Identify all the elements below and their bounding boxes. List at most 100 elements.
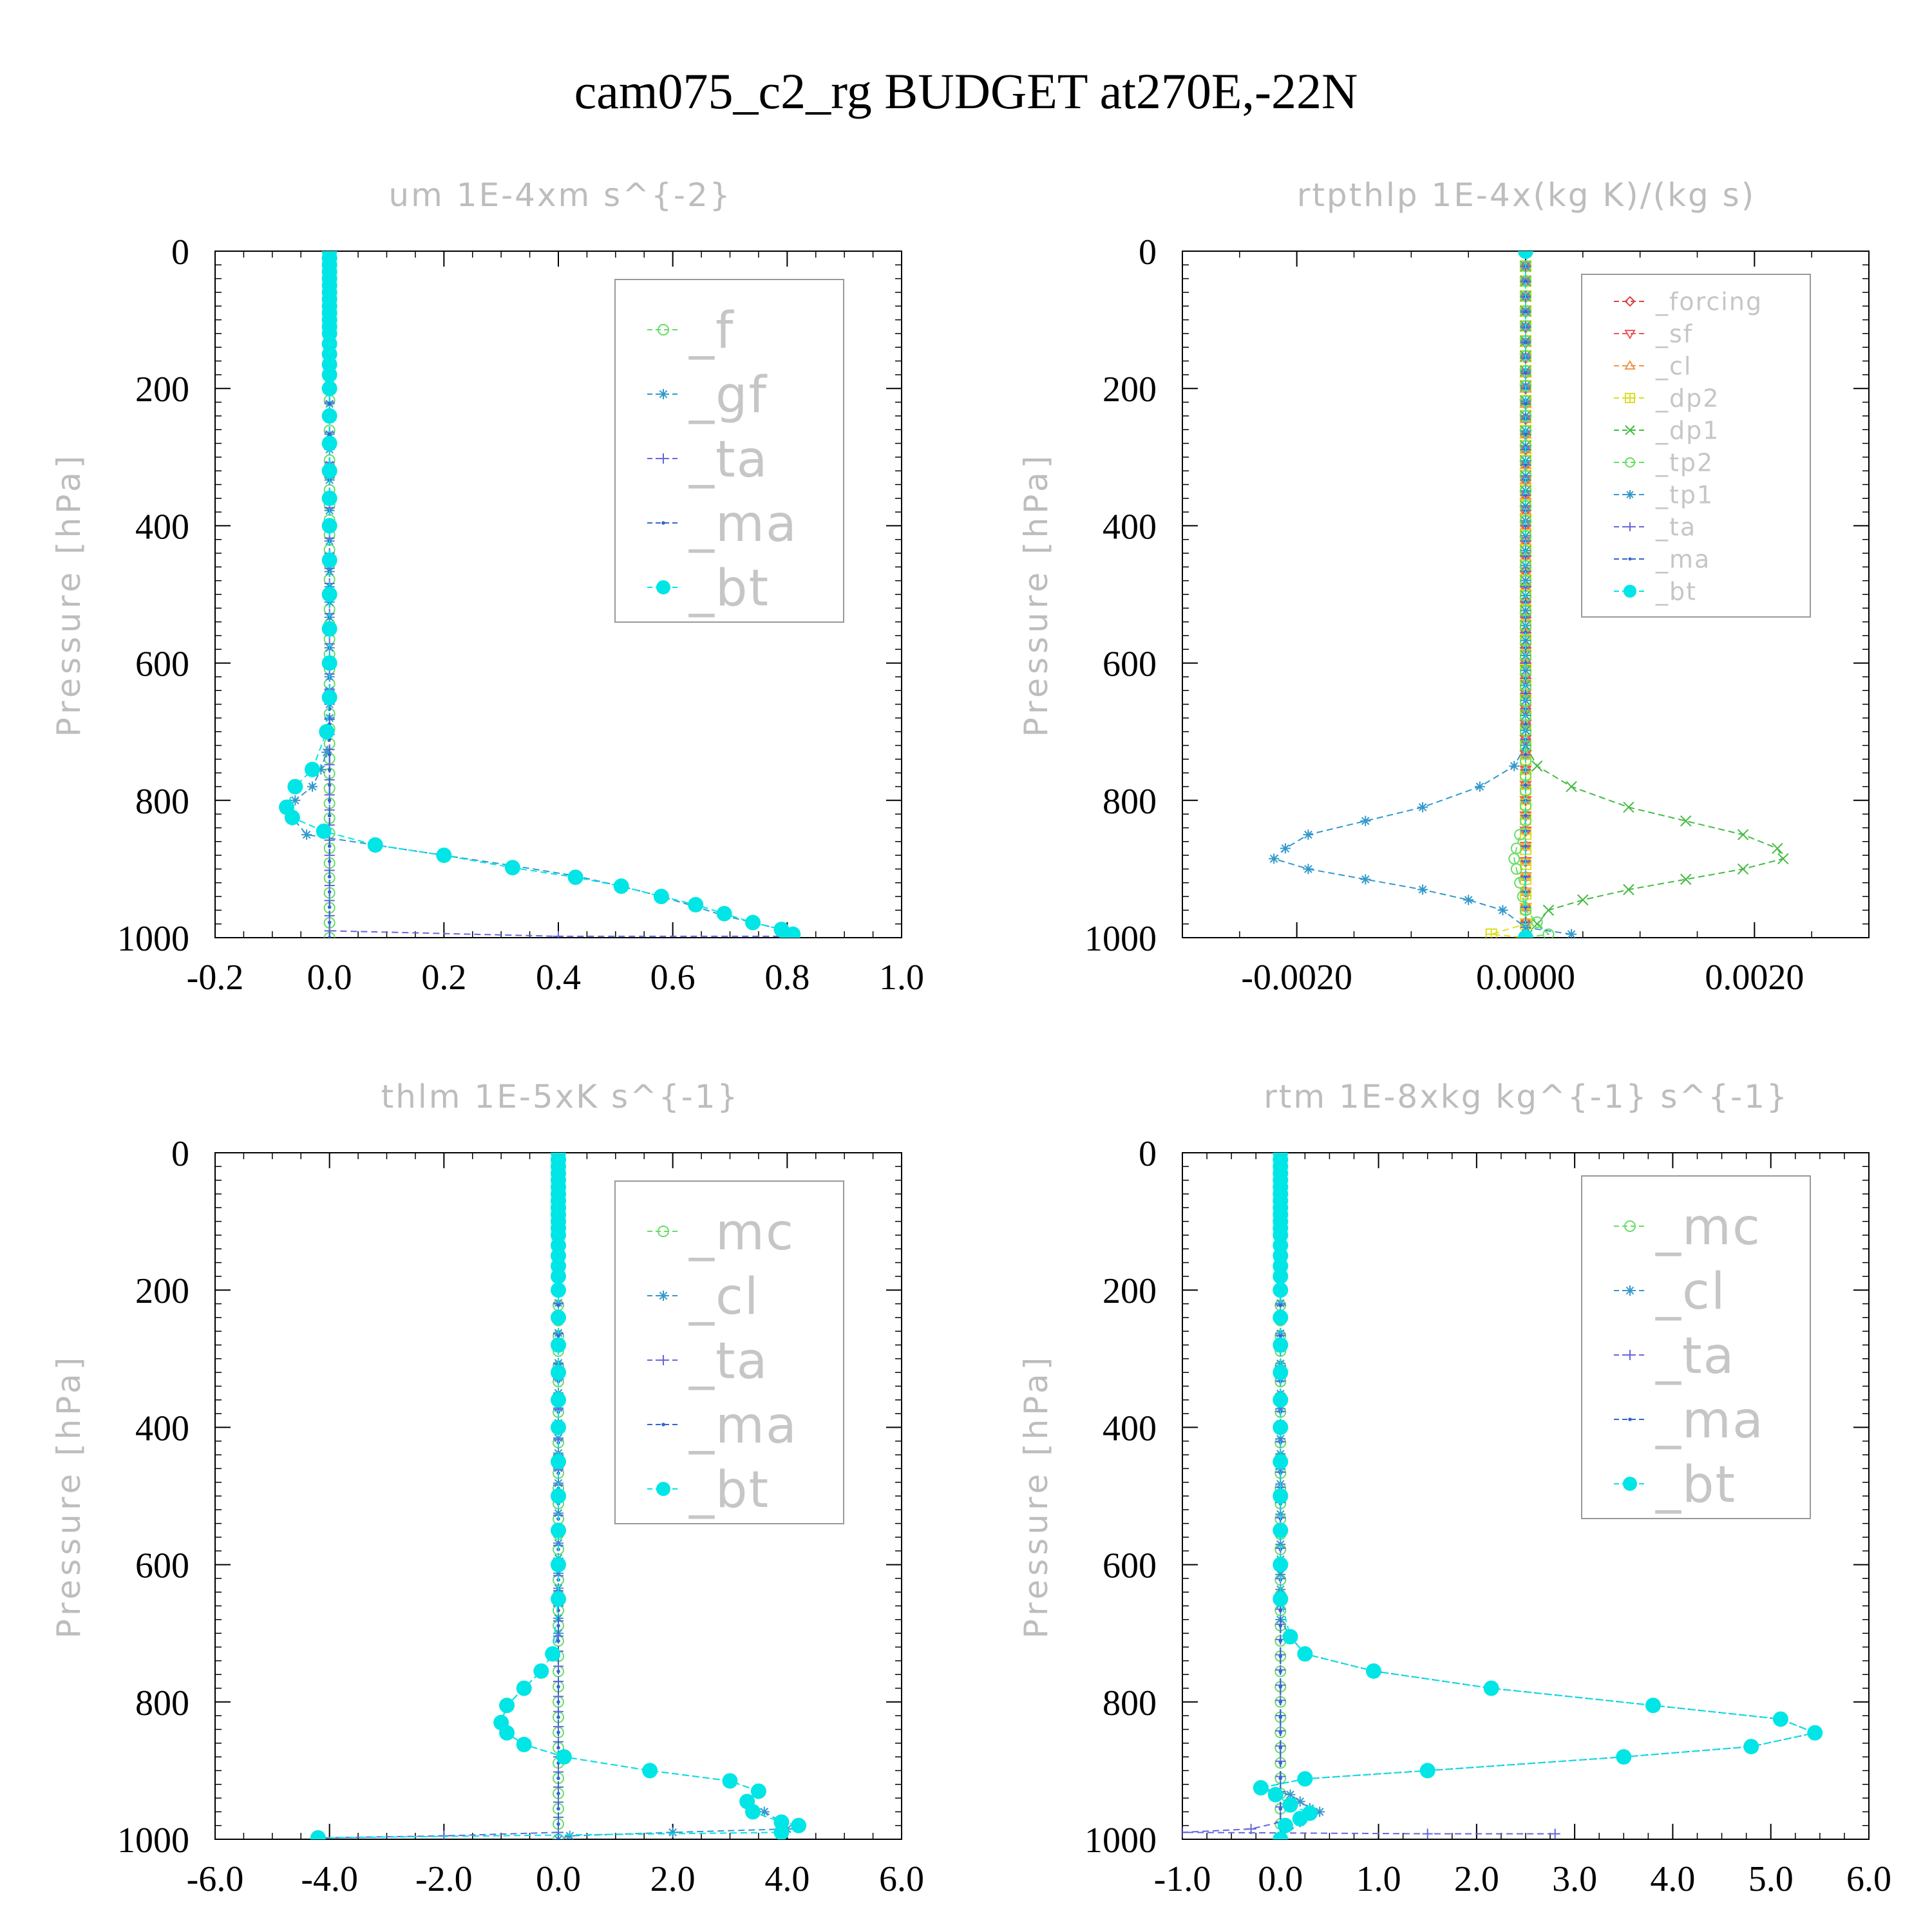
data-point: [1273, 1309, 1289, 1325]
legend-item: _ma: [1614, 1392, 1763, 1450]
data-point: [1360, 874, 1371, 885]
data-point: [1273, 1365, 1289, 1381]
legend-box: [1581, 274, 1811, 618]
series-line: [317, 1153, 801, 1839]
panel-2: rtpthlp 1E-4x(kg K)/(kg s) Pressure [hPa]…: [1018, 176, 1870, 998]
series-line: [1258, 1153, 1817, 1839]
data-point: [516, 1736, 532, 1752]
data-point: [556, 1776, 560, 1781]
data-point: [1182, 1827, 1188, 1838]
y-axis-label: Pressure [hPa]: [1018, 452, 1055, 737]
data-point: [1531, 918, 1543, 930]
legend-label: _cl: [1655, 352, 1692, 381]
data-point: [1253, 1780, 1269, 1796]
data-point: [1777, 853, 1789, 865]
data-point: [321, 490, 337, 506]
data-point: [327, 432, 332, 437]
data-point: [321, 587, 337, 602]
data-point: [1509, 761, 1520, 772]
data-point: [1518, 930, 1533, 938]
data-point: [1566, 781, 1577, 793]
legend-label: _bt: [688, 560, 770, 618]
series-ta: [1182, 1153, 1560, 1839]
series-line: [1273, 251, 1572, 935]
data-point: [327, 920, 332, 925]
data-point: [316, 823, 332, 839]
x-tick-label: 6.0: [1846, 1859, 1891, 1899]
data-point: [1463, 895, 1474, 905]
data-point: [1285, 1789, 1296, 1800]
data-point: [1524, 905, 1528, 909]
data-point: [1510, 863, 1522, 875]
data-point: [1549, 1828, 1560, 1839]
data-point: [556, 1639, 560, 1643]
data-point: [1524, 813, 1528, 818]
y-tick-label: 200: [135, 370, 189, 410]
x-tick-label: -6.0: [187, 1859, 244, 1899]
legend-label: _tp2: [1655, 449, 1714, 477]
data-point: [1524, 341, 1528, 345]
data-point: [1314, 1806, 1325, 1817]
data-point: [1417, 884, 1428, 895]
data-point: [321, 408, 337, 424]
data-point: [1273, 1337, 1289, 1353]
data-point: [642, 1763, 658, 1779]
legend-box: [614, 1180, 844, 1524]
legend-item: _cl: [1614, 1263, 1725, 1321]
data-point: [1278, 1715, 1283, 1719]
data-point: [516, 1680, 532, 1696]
legend-item: _bt: [647, 1461, 768, 1519]
data-point: [327, 752, 332, 757]
legend-label: _bt: [1655, 578, 1697, 606]
legend-item: _dp1: [1614, 417, 1719, 445]
series-line: [1182, 1153, 1555, 1835]
data-point: [791, 1817, 807, 1833]
data-point: [773, 1824, 790, 1839]
y-tick-label: 200: [1103, 370, 1157, 410]
legend-item: _tp2: [1614, 449, 1714, 477]
legend-item: _bt: [1614, 1456, 1736, 1514]
data-point: [556, 1669, 560, 1674]
data-point: [1542, 904, 1555, 916]
panel-4: rtm 1E-8xkg kg^{-1} s^{-1} Pressure [hPa]…: [1018, 1078, 1891, 1899]
data-point: [1280, 843, 1291, 854]
x-tick-label: 0.0: [536, 1859, 581, 1899]
y-tick-label: 600: [1103, 645, 1157, 685]
x-tick-label: -1.0: [1154, 1859, 1211, 1899]
legend-item: _tp1: [1614, 481, 1712, 509]
data-point: [1497, 905, 1508, 916]
data-point: [1269, 853, 1280, 864]
data-point: [1524, 402, 1528, 406]
data-point: [545, 1646, 561, 1662]
legend-item: _mc: [647, 1204, 793, 1262]
data-point: [1297, 1771, 1313, 1787]
data-point: [1680, 873, 1692, 886]
y-axis-label: Pressure [hPa]: [50, 452, 88, 737]
legend-item: _cl: [647, 1268, 759, 1326]
data-point: [316, 764, 327, 775]
x-tick-label: -2.0: [415, 1859, 473, 1899]
data-point: [1277, 1817, 1293, 1833]
y-tick-label: 800: [1103, 1683, 1157, 1723]
data-point: [290, 795, 301, 806]
data-point: [1518, 251, 1533, 259]
y-tick-label: 1000: [1084, 1821, 1157, 1861]
data-point: [1524, 524, 1528, 528]
data-point: [1282, 1797, 1298, 1813]
data-point: [327, 813, 332, 818]
legend: _forcing _sf _cl _dp2 _dp1 _tp2 _tp1 _ta _ma _bt: [1581, 274, 1811, 618]
data-point: [556, 1822, 560, 1826]
data-point: [1417, 802, 1428, 813]
data-point: [321, 747, 332, 758]
legend-label: _bt: [1655, 1456, 1736, 1514]
data-point: [1282, 1629, 1298, 1645]
data-point: [1278, 1700, 1283, 1704]
legend-label: _dp1: [1655, 417, 1719, 445]
data-point: [667, 1827, 678, 1838]
x-tick-label: 4.0: [1650, 1859, 1695, 1899]
legend-item: _ma: [647, 1397, 797, 1455]
y-axis-label: Pressure [hPa]: [1018, 1354, 1055, 1639]
series-layer: [310, 1153, 807, 1839]
data-point: [1273, 1591, 1289, 1607]
x-tick-label: 6.0: [879, 1859, 924, 1899]
